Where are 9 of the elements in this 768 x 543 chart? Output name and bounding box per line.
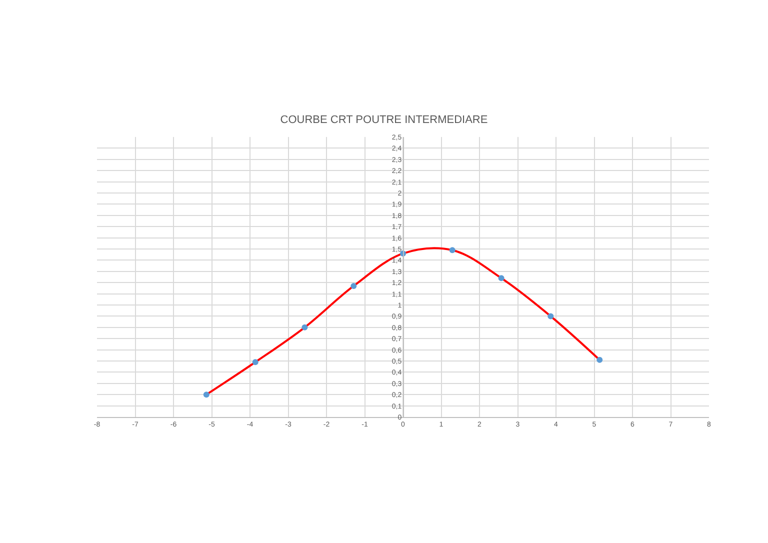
point xyxy=(548,313,554,320)
chart-title: COURBE CRT POUTRE INTERMEDIARE xyxy=(280,114,488,126)
point xyxy=(350,282,357,289)
point xyxy=(498,275,504,282)
point xyxy=(449,247,456,254)
point xyxy=(302,324,308,330)
point xyxy=(252,359,258,366)
point xyxy=(203,392,210,398)
point xyxy=(596,356,603,363)
